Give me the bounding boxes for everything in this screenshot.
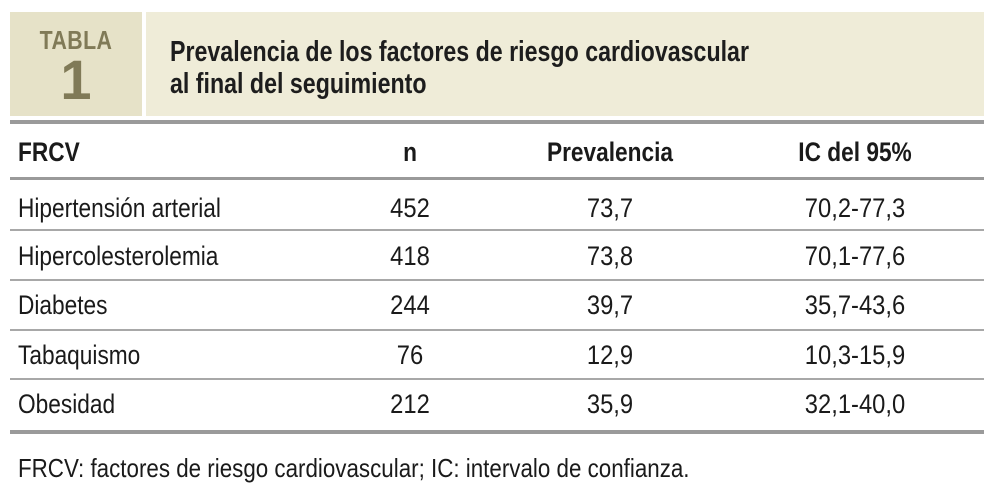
cell-prevalencia: 35,9 <box>586 389 634 419</box>
row-divider <box>10 329 984 331</box>
cell-prevalencia: 73,7 <box>586 193 634 223</box>
cell-frcv: Hipercolesterolemia <box>18 241 219 271</box>
row-divider <box>10 279 984 281</box>
cell-ic: 70,1-77,6 <box>804 241 906 271</box>
cell-prevalencia: 73,8 <box>586 241 634 271</box>
table-label-box: TABLA 1 <box>10 12 142 116</box>
row-divider <box>10 378 984 380</box>
column-header-n: n <box>403 137 417 167</box>
top-rule <box>10 120 984 124</box>
row-divider <box>10 229 984 231</box>
table-label-number: 1 <box>60 48 92 111</box>
bottom-rule <box>10 430 984 434</box>
cell-frcv: Obesidad <box>18 389 116 419</box>
table-footnote: FRCV: factores de riesgo cardiovascular;… <box>18 453 690 483</box>
table-title: Prevalencia de los factores de riesgo ca… <box>170 36 749 100</box>
cell-n: 212 <box>390 389 430 419</box>
cell-prevalencia: 39,7 <box>586 290 634 320</box>
cell-ic: 35,7-43,6 <box>804 290 906 320</box>
cell-n: 418 <box>390 241 430 271</box>
cell-prevalencia: 12,9 <box>586 340 634 370</box>
cell-frcv: Diabetes <box>18 290 108 320</box>
cell-ic: 10,3-15,9 <box>804 340 906 370</box>
header-rule <box>10 177 984 180</box>
cell-ic: 70,2-77,3 <box>804 193 906 223</box>
cell-frcv: Tabaquismo <box>18 340 141 370</box>
table-header: TABLA 1 Prevalencia de los factores de r… <box>10 12 984 116</box>
column-header-ic: IC del 95% <box>798 137 912 167</box>
cell-ic: 32,1-40,0 <box>804 389 906 419</box>
cell-frcv: Hipertensión arterial <box>18 193 221 223</box>
cell-n: 452 <box>390 193 430 223</box>
column-header-prevalencia: Prevalencia <box>546 137 674 167</box>
table-title-box: Prevalencia de los factores de riesgo ca… <box>146 12 984 116</box>
table-label-word: TABLA <box>39 25 113 55</box>
cell-n: 244 <box>390 290 430 320</box>
column-header-frcv: FRCV <box>18 137 80 167</box>
cell-n: 76 <box>396 340 424 370</box>
